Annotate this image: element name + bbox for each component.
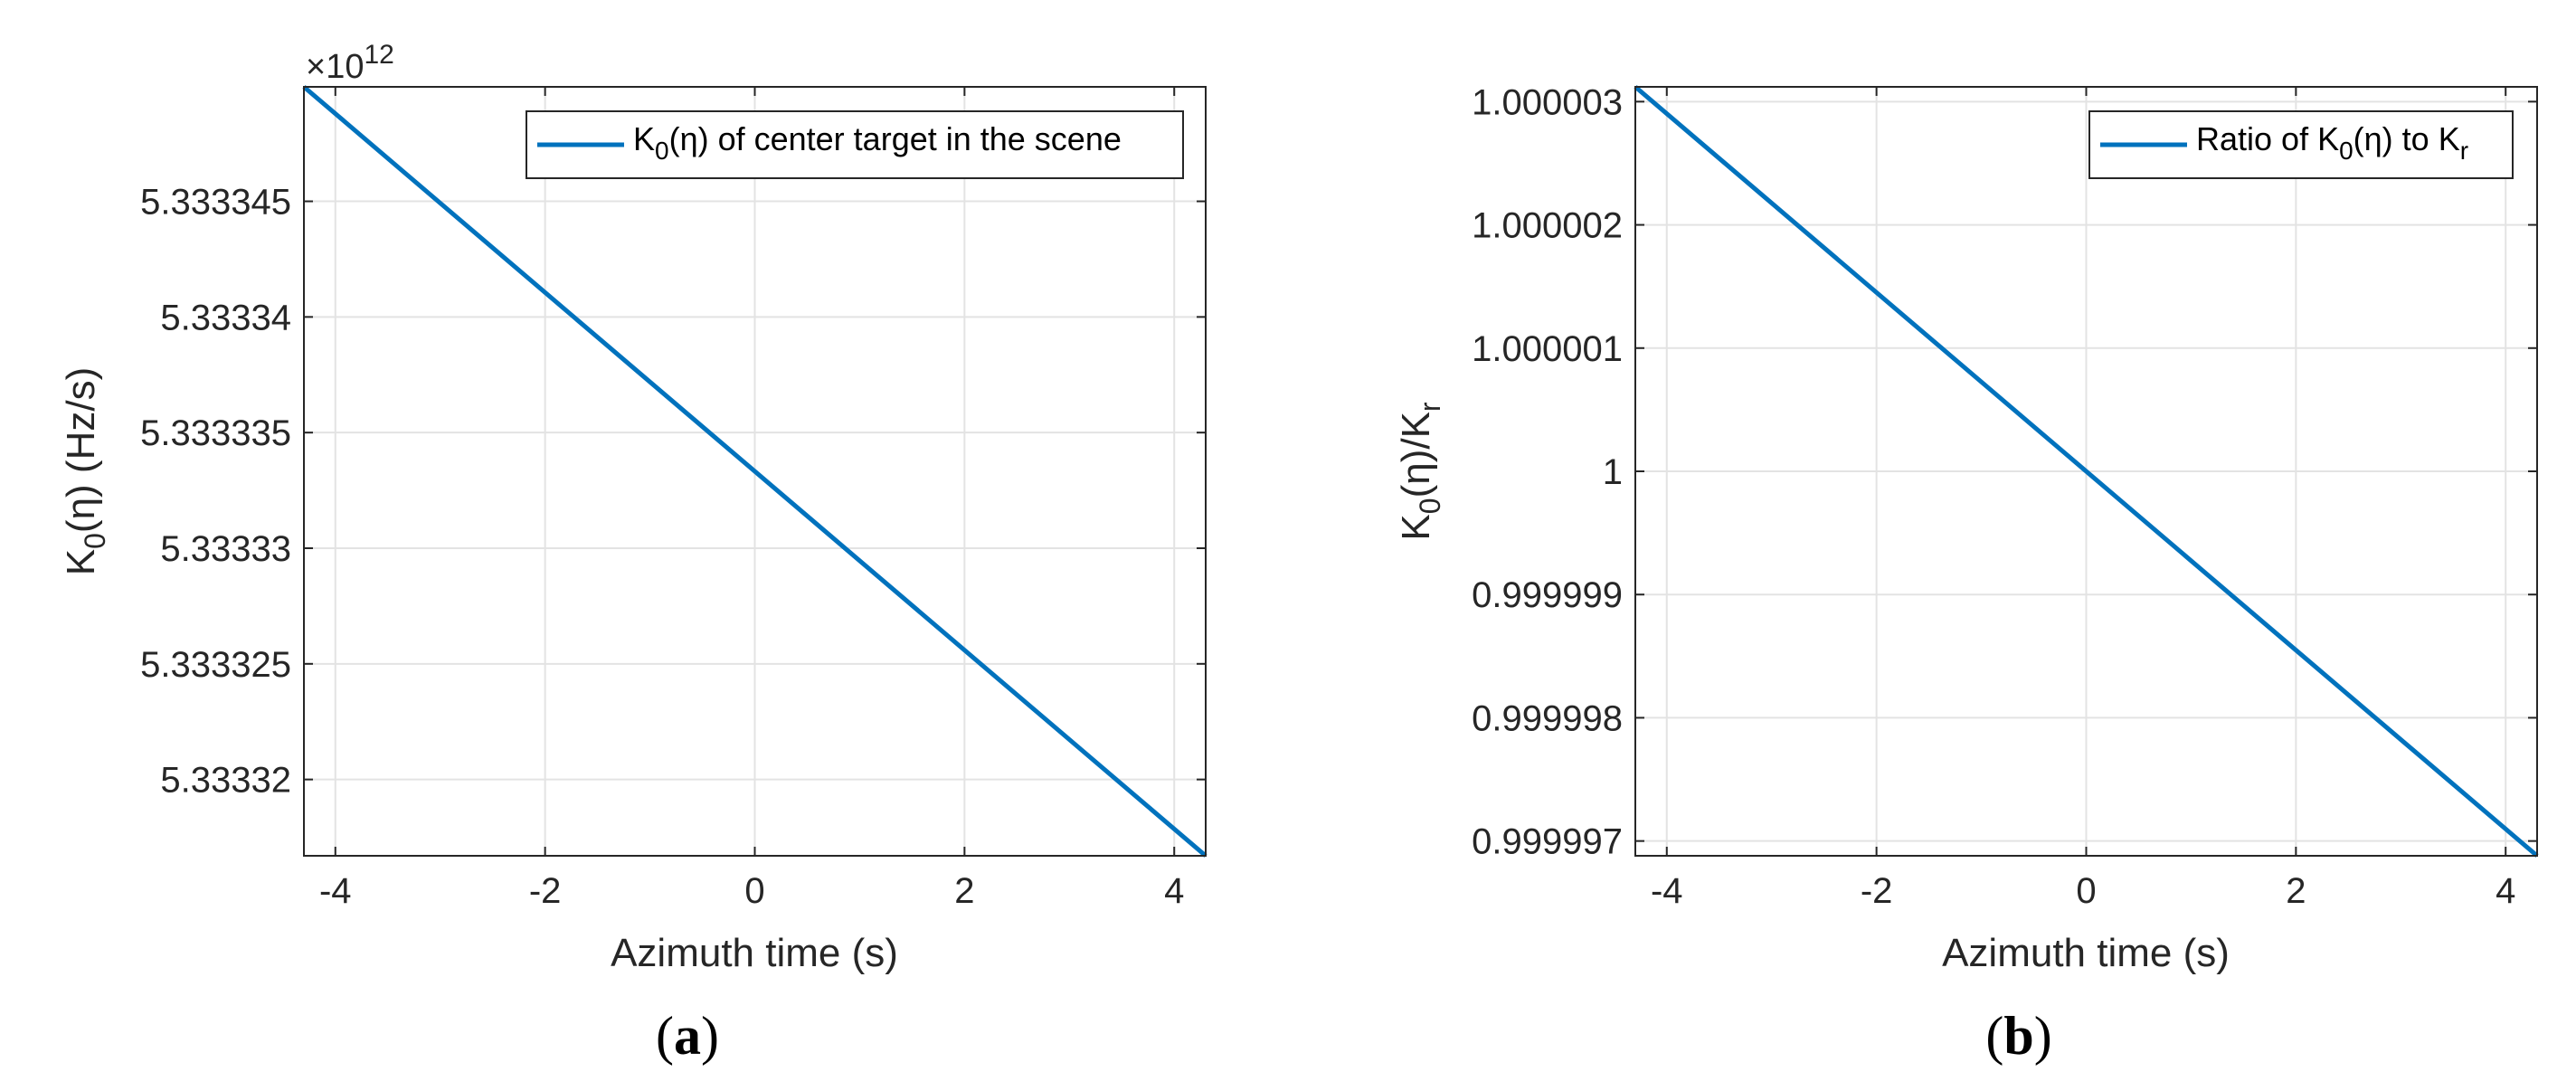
- y-tick-label: 0.999998: [1472, 698, 1623, 738]
- y-tick-label: 1.000001: [1472, 329, 1623, 369]
- legend-label-a: K0(η) of center target in the scene: [633, 120, 1122, 165]
- x-tick-label: -4: [319, 871, 352, 911]
- y-tick-label: 5.333345: [140, 183, 291, 223]
- legend-label-b: Ratio of K0(η) to Kr: [2196, 120, 2468, 165]
- y-tick-label: 0.999999: [1472, 575, 1623, 615]
- x-tick-label: 2: [954, 871, 974, 911]
- x-tick-label: 4: [2496, 871, 2515, 911]
- x-axis-label-b: Azimuth time (s): [1942, 931, 2230, 975]
- y-tick-label: 1.000003: [1472, 82, 1623, 122]
- y-axis-label-b: K0(η)/Kr: [1394, 402, 1446, 541]
- y-tick-label: 1.000002: [1472, 206, 1623, 246]
- y-tick-label: 5.333325: [140, 645, 291, 685]
- y-multiplier-a: ×1012: [306, 40, 394, 86]
- y-tick-label: 5.33334: [160, 298, 291, 337]
- x-tick-label: -2: [529, 871, 562, 911]
- x-tick-label: -2: [1861, 871, 1893, 911]
- y-tick-label: 0.999997: [1472, 822, 1623, 862]
- x-tick-label: 2: [2286, 871, 2306, 911]
- panel-a: -4 -2 0 2 4 5.33332 5.333325 5.33333 5.333335 5.3…: [59, 40, 1208, 1066]
- y-tick-label: 5.33333: [160, 529, 291, 569]
- panel-b: -4 -2 0 2 4 0.999997 0.999998 0.999999 1 1.000001…: [1394, 82, 2539, 1066]
- x-tick-label: 0: [744, 871, 764, 911]
- ticks-a: -4 -2 0 2 4 5.33332 5.333325 5.33333 5.333335 5.3…: [140, 87, 1206, 911]
- y-tick-label: 1: [1603, 452, 1623, 492]
- y-tick-label: 5.33332: [160, 761, 291, 801]
- grid-a: [304, 87, 1206, 856]
- x-tick-label: 0: [2076, 871, 2096, 911]
- series-line-a: [302, 85, 1208, 858]
- y-tick-label: 5.333335: [140, 413, 291, 453]
- x-tick-label: 4: [1164, 871, 1184, 911]
- legend-a: K0(η) of center target in the scene: [526, 110, 1184, 179]
- x-axis-label-a: Azimuth time (s): [611, 931, 898, 975]
- caption-a: (a): [656, 1006, 719, 1066]
- ticks-b: -4 -2 0 2 4 0.999997 0.999998 0.999999 1 1.000001…: [1472, 82, 2537, 911]
- x-tick-label: -4: [1651, 871, 1683, 911]
- caption-b: (b): [1985, 1006, 2051, 1066]
- legend-b: Ratio of K0(η) to Kr: [2088, 110, 2514, 179]
- grid-b: [1635, 87, 2537, 856]
- series-line-b: [1634, 85, 2539, 858]
- y-axis-label-a: K0(η) (Hz/s): [59, 367, 111, 575]
